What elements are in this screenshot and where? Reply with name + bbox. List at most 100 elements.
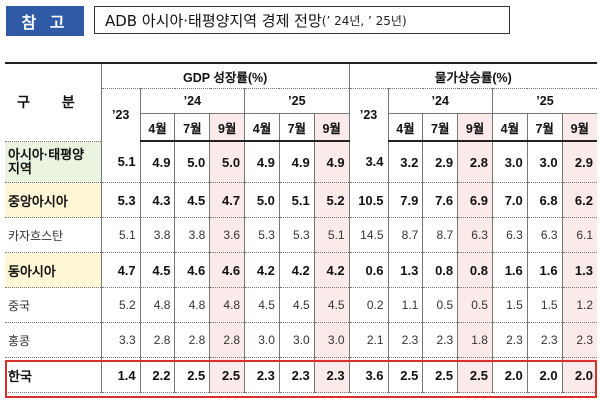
cpi-cell: 2.5 <box>422 357 459 393</box>
row-label: 카자흐스탄 <box>5 217 102 253</box>
cpi-cell: 2.3 <box>388 322 424 358</box>
table-row: 아시아·태평양 지역 5.1 4.9 5.0 5.0 4.9 4.9 4.9 3.4 3.2 2.9… <box>5 141 597 183</box>
gdp-cell: 2.3 <box>244 357 280 393</box>
cpi-cell: 3.0 <box>492 141 528 183</box>
gdp-cell: 4.5 <box>174 182 211 218</box>
gdp-cell: 4.3 <box>140 182 176 218</box>
gdp-cell: 5.1 <box>314 217 350 253</box>
gdp-cell: 5.0 <box>209 141 246 183</box>
gdp-cell: 4.8 <box>209 287 246 323</box>
table-row: 카자흐스탄 5.1 3.8 3.8 3.6 5.3 5.3 5.1 14.5 8.7 8.7 6.3 6… <box>5 217 597 253</box>
cpi-cell: 6.3 <box>457 217 493 253</box>
month-header: 4월 <box>244 113 280 142</box>
cpi-cell: 0.6 <box>349 252 389 288</box>
year-header: ’23 <box>349 88 389 141</box>
row-label: 홍콩 <box>5 322 102 358</box>
month-header: 7월 <box>422 113 459 142</box>
forecast-table: 구 분 GDP 성장률(%) 물가상승률(%) ’23 ’24 ’25 ’23 … <box>5 62 597 393</box>
gdp-cell: 4.7 <box>209 182 246 218</box>
gdp-cell: 5.3 <box>244 217 280 253</box>
gdp-cell: 5.0 <box>244 182 280 218</box>
header: 참 고 ADB 아시아·태평양지역 경제 전망 (’ 24년, ’ 25년) <box>6 6 510 36</box>
month-header: 9월 <box>314 113 350 142</box>
cpi-cell: 2.5 <box>388 357 424 393</box>
cpi-cell: 7.6 <box>422 182 459 218</box>
reference-badge: 참 고 <box>6 6 84 36</box>
gdp-cell: 4.9 <box>140 141 176 183</box>
gdp-cell: 4.5 <box>279 287 315 323</box>
gdp-cell: 4.9 <box>314 141 350 183</box>
year-header: ’25 <box>536 94 554 108</box>
row-label: 한국 <box>5 357 102 393</box>
gdp-cell: 4.2 <box>244 252 280 288</box>
cpi-cell: 6.3 <box>492 217 528 253</box>
cpi-cell: 7.9 <box>388 182 424 218</box>
gdp-cell: 2.5 <box>174 357 211 393</box>
gdp-cell: 5.1 <box>279 182 315 218</box>
cpi-cell: 1.2 <box>562 287 597 323</box>
gdp-cell: 2.3 <box>279 357 315 393</box>
row-label: 동아시아 <box>5 252 102 288</box>
gdp-cell: 5.2 <box>101 287 141 323</box>
gdp-cell: 2.8 <box>140 322 176 358</box>
cpi-cell: 3.0 <box>527 141 563 183</box>
cpi-cell: 3.2 <box>388 141 424 183</box>
cpi-cell: 3.4 <box>349 141 389 183</box>
gdp-cell: 2.8 <box>209 322 246 358</box>
gdp-cell: 4.5 <box>140 252 176 288</box>
page-title: ADB 아시아·태평양지역 경제 전망 (’ 24년, ’ 25년) <box>94 6 510 34</box>
gdp-cell: 3.0 <box>314 322 350 358</box>
row-label: 중앙아시아 <box>5 182 102 218</box>
title-subtext: (’ 24년, ’ 25년) <box>321 13 407 28</box>
cpi-cell: 8.7 <box>388 217 424 253</box>
gdp-cell: 5.1 <box>101 217 141 253</box>
gdp-cell: 3.3 <box>101 322 141 358</box>
cpi-cell: 0.8 <box>457 252 493 288</box>
table-row: 한국 1.4 2.2 2.5 2.5 2.3 2.3 2.3 3.6 2.5 2.5 2.5 2.0 2.… <box>5 357 597 393</box>
month-header: 7월 <box>279 113 315 142</box>
table-row: 동아시아 4.7 4.5 4.6 4.6 4.2 4.2 4.2 0.6 1.3 0.8 0.8 1.6… <box>5 252 597 288</box>
row-header: 구 분 <box>5 62 102 142</box>
month-header: 4월 <box>140 113 176 142</box>
cpi-cell: 2.3 <box>527 322 563 358</box>
gdp-cell: 3.0 <box>279 322 315 358</box>
month-header: 9월 <box>209 113 246 142</box>
cpi-cell: 6.9 <box>457 182 493 218</box>
gdp-cell: 4.9 <box>244 141 280 183</box>
cpi-cell: 2.9 <box>562 141 597 183</box>
cpi-cell: 2.3 <box>562 322 597 358</box>
month-header: 7월 <box>527 113 563 142</box>
year-header: ’25 <box>244 88 350 114</box>
gdp-cell: 3.6 <box>209 217 246 253</box>
month-header: 7월 <box>174 113 211 142</box>
gdp-cell: 4.6 <box>209 252 246 288</box>
cpi-cell: 2.3 <box>492 322 528 358</box>
cpi-cell: 2.0 <box>492 357 528 393</box>
gdp-cell: 2.5 <box>209 357 246 393</box>
gdp-cell: 2.2 <box>140 357 176 393</box>
month-header: 4월 <box>388 113 424 142</box>
cpi-cell: 0.5 <box>457 287 493 323</box>
gdp-cell: 5.3 <box>101 182 141 218</box>
gdp-cell: 4.2 <box>314 252 350 288</box>
cpi-cell: 1.1 <box>388 287 424 323</box>
gdp-cell: 4.9 <box>279 141 315 183</box>
cpi-cell: 14.5 <box>349 217 389 253</box>
gdp-cell: 4.8 <box>174 287 211 323</box>
cpi-cell: 1.5 <box>527 287 563 323</box>
cpi-cell: 2.3 <box>422 322 459 358</box>
gdp-cell: 4.5 <box>244 287 280 323</box>
cpi-cell: 6.8 <box>527 182 563 218</box>
year-header: ’24 <box>388 88 493 114</box>
cpi-cell: 0.5 <box>422 287 459 323</box>
cpi-cell: 6.3 <box>527 217 563 253</box>
year-header: ’23 <box>101 88 141 141</box>
gdp-cell: 4.6 <box>174 252 211 288</box>
cpi-cell: 7.0 <box>492 182 528 218</box>
gdp-cell: 4.7 <box>101 252 141 288</box>
gdp-cell: 5.1 <box>101 141 141 183</box>
cpi-cell: 2.5 <box>457 357 493 393</box>
title-text: ADB 아시아·태평양지역 경제 전망 <box>105 11 322 30</box>
gdp-cell: 3.8 <box>140 217 176 253</box>
cpi-cell: 1.5 <box>492 287 528 323</box>
